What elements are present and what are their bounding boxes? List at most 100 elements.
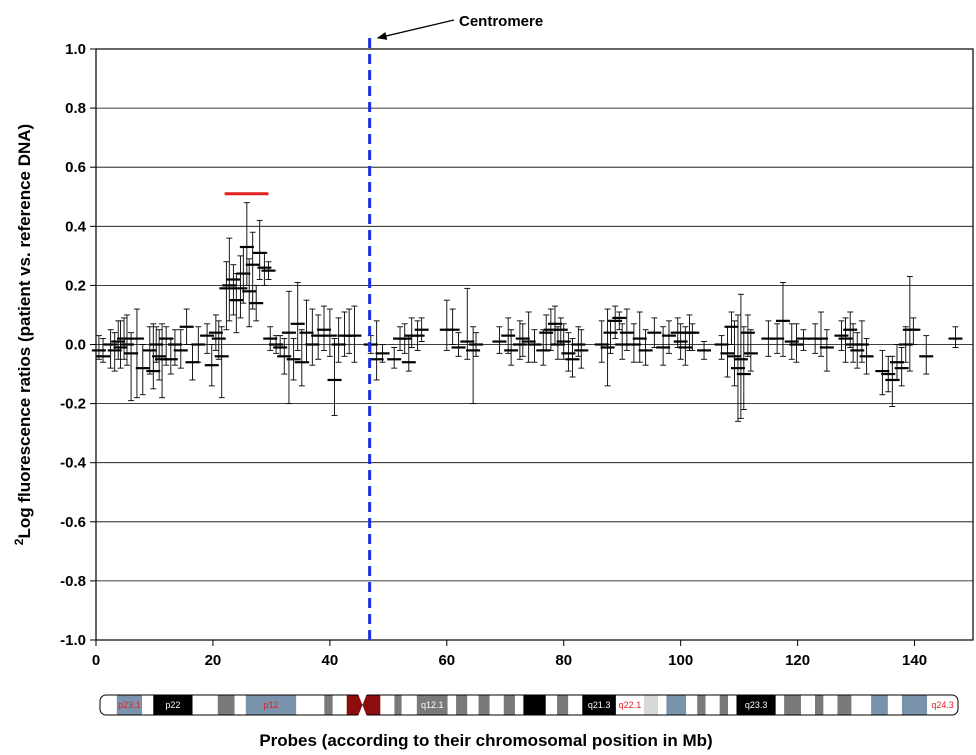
chromosome-band bbox=[296, 695, 325, 715]
chromosome-band bbox=[489, 695, 504, 715]
data-point bbox=[191, 326, 206, 363]
data-point bbox=[919, 335, 934, 375]
data-point bbox=[111, 320, 126, 360]
chromosome-band bbox=[332, 695, 347, 715]
data-point bbox=[249, 284, 264, 322]
data-point bbox=[819, 329, 834, 372]
data-point bbox=[813, 311, 828, 357]
chromosome-band-label: q21.3 bbox=[588, 700, 611, 710]
chromosome-band-label: q12.1 bbox=[421, 700, 444, 710]
y-tick-label: -0.2 bbox=[60, 396, 86, 413]
chromosome-band bbox=[545, 695, 558, 715]
data-point bbox=[906, 317, 921, 345]
data-point bbox=[239, 202, 254, 286]
data-point bbox=[638, 329, 653, 366]
y-axis-label-superscript: 2 bbox=[12, 538, 26, 545]
data-point bbox=[451, 332, 466, 357]
chromosome-band bbox=[234, 695, 246, 715]
data-point bbox=[119, 314, 134, 366]
data-point bbox=[317, 305, 332, 351]
data-point bbox=[789, 323, 804, 363]
data-point bbox=[404, 317, 419, 348]
chromosome-band: p22 bbox=[153, 695, 193, 715]
data-point bbox=[501, 317, 516, 354]
y-axis-label-text: Log fluorescence ratios (patient vs. ref… bbox=[15, 124, 34, 539]
y-tick-label: 0.0 bbox=[65, 337, 86, 354]
data-point bbox=[208, 314, 223, 351]
x-tick-label: 100 bbox=[668, 652, 693, 669]
data-point bbox=[521, 311, 536, 363]
data-point bbox=[327, 338, 342, 416]
chromosome-band-label: p23.1 bbox=[118, 700, 141, 710]
data-point bbox=[155, 323, 170, 399]
chromosome-band bbox=[557, 695, 569, 715]
y-tick-label: 0.8 bbox=[65, 100, 86, 117]
data-point bbox=[261, 261, 276, 280]
data-point bbox=[96, 338, 111, 363]
y-tick-label: 1.0 bbox=[65, 41, 86, 58]
data-point bbox=[387, 347, 402, 369]
data-point bbox=[724, 311, 739, 345]
data-point bbox=[129, 308, 144, 399]
data-points bbox=[91, 202, 963, 422]
chromosome-band bbox=[775, 695, 785, 715]
data-point bbox=[305, 308, 320, 366]
data-point bbox=[257, 252, 272, 286]
chromosome-band bbox=[719, 695, 729, 715]
data-point bbox=[647, 317, 662, 348]
chromosome-band-label: q24.3 bbox=[931, 700, 954, 710]
chromosome-band: q23.3 bbox=[736, 695, 776, 715]
data-point bbox=[252, 219, 267, 280]
chromosome-band bbox=[901, 695, 928, 715]
data-point bbox=[770, 323, 785, 354]
y-axis-label: 2Log fluorescence ratios (patient vs. re… bbox=[12, 124, 34, 545]
chromosome-band bbox=[447, 695, 457, 715]
chromosome-band-label: p12 bbox=[264, 700, 279, 710]
centromere-arrow bbox=[376, 19, 455, 40]
chromosome-band bbox=[887, 695, 902, 715]
chromosome-band bbox=[705, 695, 720, 715]
chromosome-band-label: q22.1 bbox=[619, 700, 642, 710]
data-point bbox=[469, 332, 484, 357]
data-point bbox=[948, 326, 963, 348]
data-point bbox=[843, 311, 858, 348]
data-point bbox=[263, 326, 278, 351]
chromosome-band bbox=[401, 695, 417, 715]
chromosome-band bbox=[478, 695, 490, 715]
chromosome-band: q21.3 bbox=[582, 695, 616, 715]
data-point bbox=[173, 329, 188, 369]
chromosome-band bbox=[514, 695, 524, 715]
chromosome-band bbox=[728, 695, 737, 715]
data-point bbox=[311, 314, 326, 360]
data-point bbox=[515, 323, 530, 357]
x-axis-label: Probes (according to their chromosomal p… bbox=[259, 731, 712, 750]
y-tick-label: 0.6 bbox=[65, 159, 86, 176]
chromosome-band bbox=[815, 695, 824, 715]
data-point bbox=[612, 311, 627, 331]
data-point bbox=[697, 341, 712, 360]
chromosome-band bbox=[380, 695, 395, 715]
chromosome-band bbox=[800, 695, 815, 715]
data-point bbox=[775, 281, 790, 357]
data-point bbox=[214, 326, 229, 399]
data-point bbox=[107, 332, 122, 372]
chromosome-ideogram: p23.1 p22 p12 q12.1 q21.3 q22.1 q23.3 q24.3 bbox=[99, 694, 959, 716]
plot-area-frame bbox=[95, 48, 974, 641]
data-point bbox=[656, 326, 671, 366]
data-point bbox=[733, 293, 748, 419]
data-point bbox=[740, 314, 755, 357]
x-tick-label: 0 bbox=[92, 652, 100, 669]
data-point bbox=[661, 320, 676, 354]
x-tick-label: 40 bbox=[322, 652, 339, 669]
data-point bbox=[727, 320, 742, 387]
chromosome-band bbox=[871, 695, 888, 715]
data-point bbox=[219, 261, 234, 331]
x-tick-label: 60 bbox=[438, 652, 455, 669]
chromosome-band bbox=[503, 695, 515, 715]
data-point bbox=[561, 332, 576, 372]
chromosome-band bbox=[657, 695, 667, 715]
data-point bbox=[834, 320, 849, 351]
data-point bbox=[504, 329, 519, 366]
chromosome-band bbox=[456, 695, 468, 715]
